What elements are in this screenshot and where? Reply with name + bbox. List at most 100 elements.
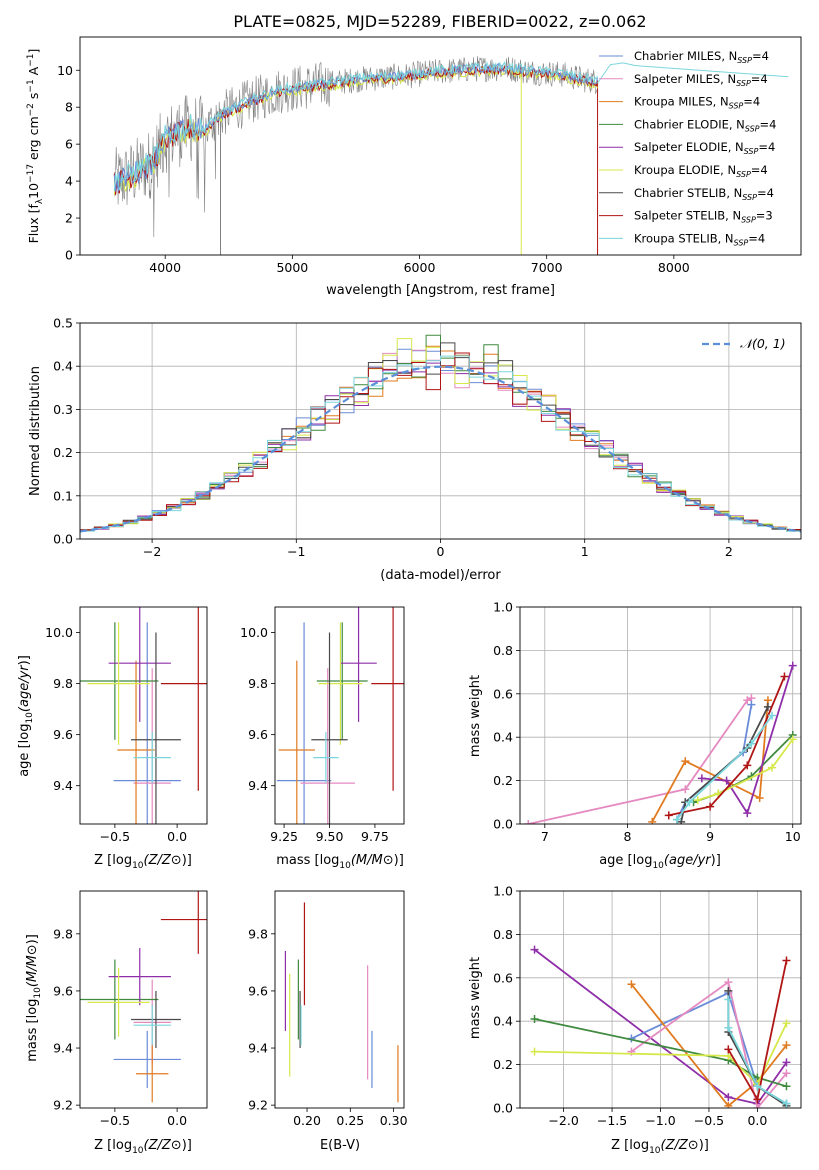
plot-area [113, 56, 789, 255]
label-sub: 10 [652, 861, 664, 871]
series-marker [782, 1058, 791, 1067]
label-part: −1 [26, 54, 36, 67]
mass-vs-ebv: 0.20 0.25 0.30 9.2 9.4 9.6 9.8 E(B-V) [248, 890, 408, 1153]
series-marker [782, 1099, 791, 1108]
mass-vs-z: −0.5 0.09.29.49.69.8Z [log10(Z/Z⊙)]mass [… [25, 890, 208, 1156]
series-marker [747, 700, 756, 709]
y-tick-label: 0.8 [493, 643, 513, 658]
series-line [676, 714, 773, 821]
x-tick-label: 0.0 [167, 829, 187, 844]
x-tick-label: 0.30 [380, 1113, 408, 1128]
label-part: −2 [26, 103, 36, 116]
normal-curve [80, 365, 801, 533]
x-axis-label: age [log10(age/yr)] [599, 853, 721, 871]
legend-sub: SSP [744, 147, 759, 156]
label-part: ⊙)] [171, 1138, 192, 1153]
errorbar-point [316, 622, 368, 740]
series-marker [768, 711, 777, 720]
series-marker [724, 995, 733, 1004]
legend-label: Chabrier MILES, N [634, 49, 737, 63]
x-axis-label: E(B-V) [320, 1138, 360, 1153]
age-vs-mass: 9.25 9.50 9.75 9.4 9.6 9.8 10.0 mass [log10(M/M… [240, 606, 405, 871]
series-marker [530, 1015, 539, 1024]
y-tick-label: 0.5 [53, 316, 73, 331]
x-axis-label: (data-model)/error [380, 568, 501, 583]
x-tick-label: −1.5 [597, 1113, 627, 1128]
label-part: Z [log [611, 1138, 649, 1153]
model-tail [597, 62, 789, 84]
axes-frame [79, 322, 802, 540]
chart-title: PLATE=0825, MJD=52289, FIBERID=0022, z=0… [233, 12, 647, 31]
x-tick-label: 4000 [149, 260, 181, 275]
series [627, 978, 791, 1108]
errorbar-point [133, 732, 171, 784]
series-line [534, 1023, 788, 1086]
label-part: ] [26, 49, 41, 54]
label-part: ⊙)] [383, 853, 404, 868]
legend-sub: SSP [736, 170, 751, 179]
series-marker [681, 785, 690, 794]
errorbar-point [136, 1045, 169, 1103]
x-axis-label: Z [log10(Z/Z⊙)] [94, 1138, 192, 1156]
x-tick-label: 10 [785, 829, 801, 844]
x-tick-label: −0.5 [694, 1113, 724, 1128]
label-part: (M/M [351, 853, 383, 868]
y-axis-label: Normed distribution [28, 366, 43, 496]
legend-suffix: =4 [751, 72, 768, 86]
errorbar-point [80, 622, 159, 740]
y-axis-label: mass weight [468, 675, 483, 757]
series-marker [768, 763, 777, 772]
errorbar-point [160, 891, 207, 954]
series-marker [782, 956, 791, 965]
legend-sub: SSP [741, 216, 756, 225]
label-part: (Z/Z [144, 1138, 172, 1153]
y-tick-label: 9.6 [53, 727, 73, 742]
x-axis-label: wavelength [Angstrom, rest frame] [326, 283, 555, 298]
label-part: A [26, 66, 41, 79]
label-part: (age/yr [17, 664, 32, 712]
y-tick-label: 1.0 [493, 600, 513, 615]
series-line [697, 738, 794, 801]
y-tick-label: 10.0 [240, 625, 268, 640]
errorbar-point [278, 660, 315, 824]
series-marker [724, 1023, 733, 1032]
series-marker [755, 793, 764, 802]
series-marker [724, 1101, 733, 1108]
y-tick-label: 0 [65, 248, 73, 263]
series-marker [685, 798, 694, 807]
x-tick-label: 9.50 [316, 829, 344, 844]
plot-area [80, 607, 207, 824]
legend-suffix: =4 [752, 49, 769, 63]
label-part: s [26, 93, 41, 104]
series-marker [724, 1093, 733, 1102]
legend-entry: Salpeter ELODIE, NSSP=4 [634, 140, 775, 156]
legend-suffix: =4 [751, 163, 768, 177]
y-axis-label: mass weight [468, 957, 483, 1039]
legend-suffix: =4 [758, 140, 775, 154]
legend-label: Kroupa STELIB, N [634, 231, 734, 245]
y-axis-label: Flux [fλ10−17 erg cm−2 s−1 A−1] [26, 49, 45, 244]
series-line [727, 999, 787, 1105]
label-part: age [log [17, 724, 32, 777]
y-tick-label: 2 [65, 211, 73, 226]
y-tick-label: 9.6 [53, 983, 73, 998]
label-part: Z [log [94, 1138, 132, 1153]
x-axis-label: mass [log10(M/M⊙)] [276, 853, 404, 871]
y-tick-label: 9.6 [248, 983, 268, 998]
plot-area [284, 902, 399, 1103]
x-tick-label: 9.25 [270, 829, 298, 844]
series-marker [724, 1045, 733, 1054]
errorbar-point [133, 1005, 171, 1046]
series-marker [697, 774, 706, 783]
errorbar-point [160, 607, 207, 791]
series-marker [677, 817, 686, 824]
x-tick-label: −0.5 [100, 1113, 130, 1128]
label-part: ⊙)] [25, 934, 40, 955]
series-line [533, 948, 788, 1105]
x-tick-label: 2 [725, 544, 733, 559]
y-tick-label: 10.0 [45, 625, 73, 640]
series [724, 956, 791, 1104]
label-part: 10 [26, 183, 41, 199]
series-marker [530, 1047, 539, 1056]
model-spectrum [113, 60, 598, 192]
